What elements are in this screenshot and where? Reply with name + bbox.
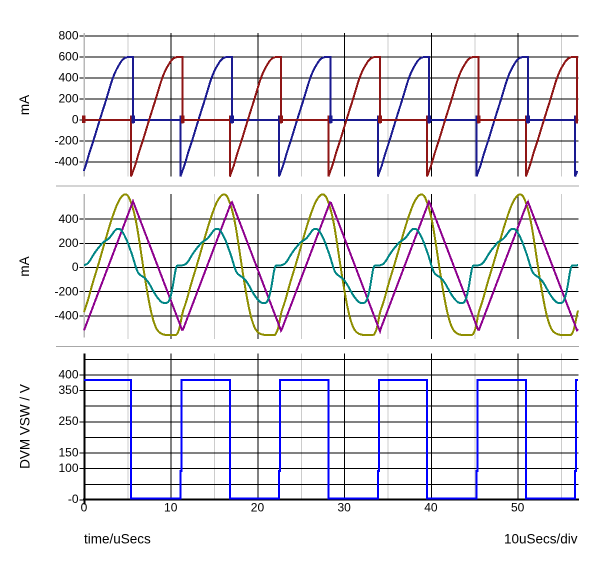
- svg-text:100: 100: [58, 461, 78, 475]
- svg-text:time/uSecs: time/uSecs: [84, 532, 151, 547]
- svg-text:-400: -400: [54, 155, 78, 169]
- svg-text:DVM VSW / V: DVM VSW / V: [18, 384, 33, 469]
- svg-text:400: 400: [58, 71, 78, 85]
- svg-text:30: 30: [338, 501, 352, 515]
- svg-text:20: 20: [251, 501, 265, 515]
- svg-text:350: 350: [58, 383, 78, 397]
- svg-text:150: 150: [58, 445, 78, 459]
- svg-text:40: 40: [424, 501, 438, 515]
- svg-text:0: 0: [81, 501, 88, 515]
- svg-text:600: 600: [58, 50, 78, 64]
- svg-text:-0: -0: [68, 492, 79, 506]
- svg-text:-200: -200: [54, 284, 78, 298]
- svg-text:mA: mA: [17, 256, 32, 276]
- svg-text:200: 200: [58, 236, 78, 250]
- svg-text:250: 250: [58, 414, 78, 428]
- svg-text:0: 0: [72, 260, 79, 274]
- svg-text:10uSecs/div: 10uSecs/div: [504, 532, 578, 547]
- svg-text:-200: -200: [54, 134, 78, 148]
- svg-text:10: 10: [164, 501, 178, 515]
- svg-text:200: 200: [58, 92, 78, 106]
- svg-text:mA: mA: [17, 95, 32, 115]
- svg-text:-400: -400: [54, 309, 78, 323]
- svg-text:400: 400: [58, 212, 78, 226]
- svg-text:50: 50: [511, 501, 525, 515]
- svg-text:0: 0: [72, 113, 79, 127]
- svg-text:400: 400: [58, 367, 78, 381]
- svg-text:800: 800: [58, 29, 78, 43]
